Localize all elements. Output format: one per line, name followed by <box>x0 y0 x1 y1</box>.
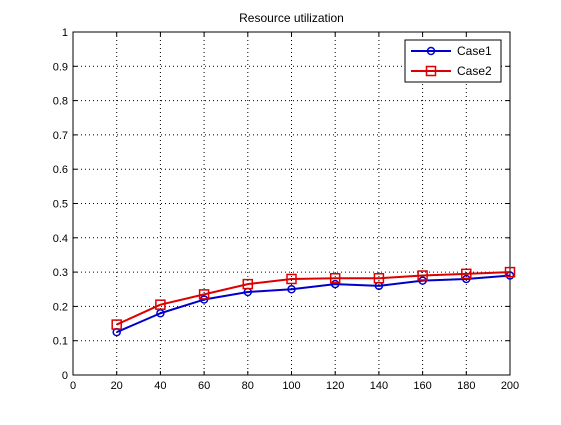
series-layer <box>111 266 516 337</box>
data-point <box>417 270 428 281</box>
legend-marker <box>426 46 436 56</box>
y-tick-label: 0.9 <box>53 61 68 73</box>
y-tick-label: 0.1 <box>53 336 68 348</box>
x-tick-label: 120 <box>326 380 344 392</box>
data-point <box>198 289 210 300</box>
y-tick-label: 0.5 <box>53 199 68 211</box>
legend-marker <box>425 65 437 77</box>
x-tick-label: 140 <box>370 380 388 392</box>
y-tick-label: 0.7 <box>53 130 68 142</box>
series-case2 <box>111 266 516 330</box>
y-tick-label: 0.3 <box>53 267 68 279</box>
y-tick-label: 0 <box>62 370 68 382</box>
legend-label: Case1 <box>457 44 492 58</box>
x-tick-label: 100 <box>282 380 300 392</box>
data-point <box>155 299 166 310</box>
data-point <box>329 273 341 284</box>
x-tick-label: 160 <box>413 380 431 392</box>
y-tick-label: 0.8 <box>53 96 68 108</box>
data-point <box>287 285 296 294</box>
y-tick-label: 0.4 <box>53 233 68 245</box>
series-line <box>116 274 511 334</box>
x-tick-label: 20 <box>111 380 123 392</box>
data-point <box>330 279 340 289</box>
y-tick-label: 0.6 <box>53 164 68 176</box>
x-tick-label: 80 <box>242 380 254 392</box>
x-tick-label: 0 <box>70 380 76 392</box>
tick-layer: 0 20 40 60 80 100 120 140 160 180 200 0 0.1 0.2 0.3 0.4… <box>53 27 519 392</box>
chart-title: Resource utilization <box>239 11 344 25</box>
y-tick-label: 0.2 <box>53 301 68 313</box>
data-point <box>504 266 516 278</box>
data-point <box>373 273 385 284</box>
data-point <box>461 268 472 280</box>
y-tick-label: 1 <box>62 27 68 39</box>
data-point <box>242 278 254 290</box>
x-tick-label: 40 <box>154 380 166 392</box>
legend-label: Case2 <box>457 64 492 78</box>
legend-box <box>404 39 502 83</box>
data-point <box>111 319 122 330</box>
data-point <box>286 273 297 285</box>
series-line <box>116 271 511 326</box>
legend: Case1 Case2 <box>404 39 502 83</box>
x-tick-label: 200 <box>501 380 519 392</box>
x-tick-label: 60 <box>198 380 210 392</box>
data-point <box>505 271 515 280</box>
x-tick-label: 180 <box>457 380 475 392</box>
